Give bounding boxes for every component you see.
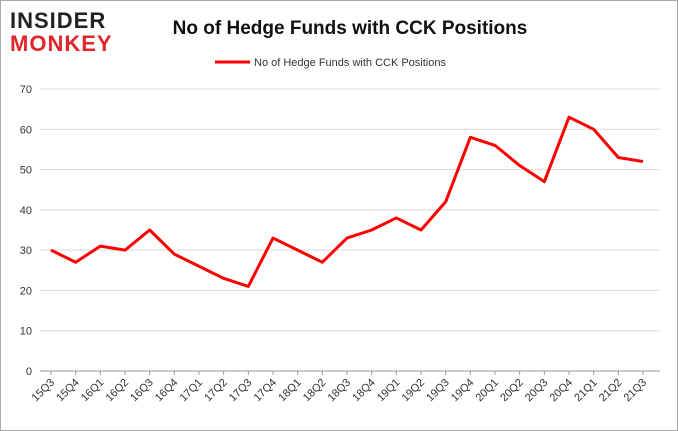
y-tick-label: 20 (20, 285, 32, 297)
y-tick-label: 10 (20, 326, 32, 338)
chart-title: No of Hedge Funds with CCK Positions (173, 18, 528, 39)
legend: No of Hedge Funds with CCK Positions (215, 57, 446, 69)
y-tick-label: 70 (20, 84, 32, 96)
y-tick-label: 50 (20, 165, 32, 177)
y-tick-label: 0 (26, 366, 32, 378)
y-tick-label: 30 (20, 245, 32, 257)
y-tick-label: 60 (20, 124, 32, 136)
legend-label: No of Hedge Funds with CCK Positions (254, 57, 446, 69)
y-tick-label: 40 (20, 205, 32, 217)
data-line (50, 115, 644, 288)
logo-bottom: MONKEY (10, 31, 113, 56)
logo-top: INSIDER (10, 8, 106, 33)
